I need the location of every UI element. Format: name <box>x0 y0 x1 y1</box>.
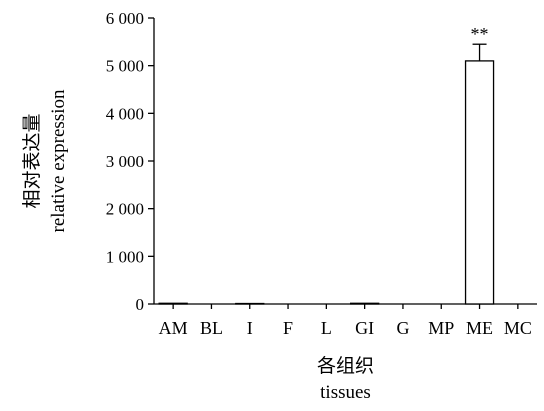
x-tick-label: MP <box>428 318 454 338</box>
y-tick-label: 6 000 <box>106 9 144 28</box>
x-tick-label: G <box>396 318 409 338</box>
y-tick-label: 4 000 <box>106 104 144 123</box>
x-tick-label: MC <box>504 318 532 338</box>
bar-ME <box>466 61 494 304</box>
y-axis-title-chinese: 相对表达量 <box>21 113 43 208</box>
y-tick-label: 5 000 <box>106 57 144 76</box>
y-tick-label: 3 000 <box>106 152 144 171</box>
x-tick-label: BL <box>200 318 223 338</box>
x-tick-label: I <box>247 318 253 338</box>
y-tick-label: 1 000 <box>106 247 144 266</box>
bars: ** <box>159 24 493 304</box>
x-axis-title-chinese: 各组织 <box>317 355 374 377</box>
x-tick-label: L <box>321 318 332 338</box>
significance-marker: ** <box>471 24 489 44</box>
x-tick-label: F <box>283 318 293 338</box>
x-axis-title-english: tissues <box>320 382 371 403</box>
x-tick-label: ME <box>466 318 493 338</box>
y-tick-label: 2 000 <box>106 200 144 219</box>
labels: 相对表达量 relative expression 各组织 tissues <box>21 89 374 403</box>
y-tick-label: 0 <box>136 295 145 314</box>
y-axis-title-english: relative expression <box>48 89 69 232</box>
x-tick-label: AM <box>159 318 188 338</box>
bar-AM <box>159 303 187 304</box>
x-tick-label: GI <box>355 318 374 338</box>
bar-GI <box>351 303 379 304</box>
